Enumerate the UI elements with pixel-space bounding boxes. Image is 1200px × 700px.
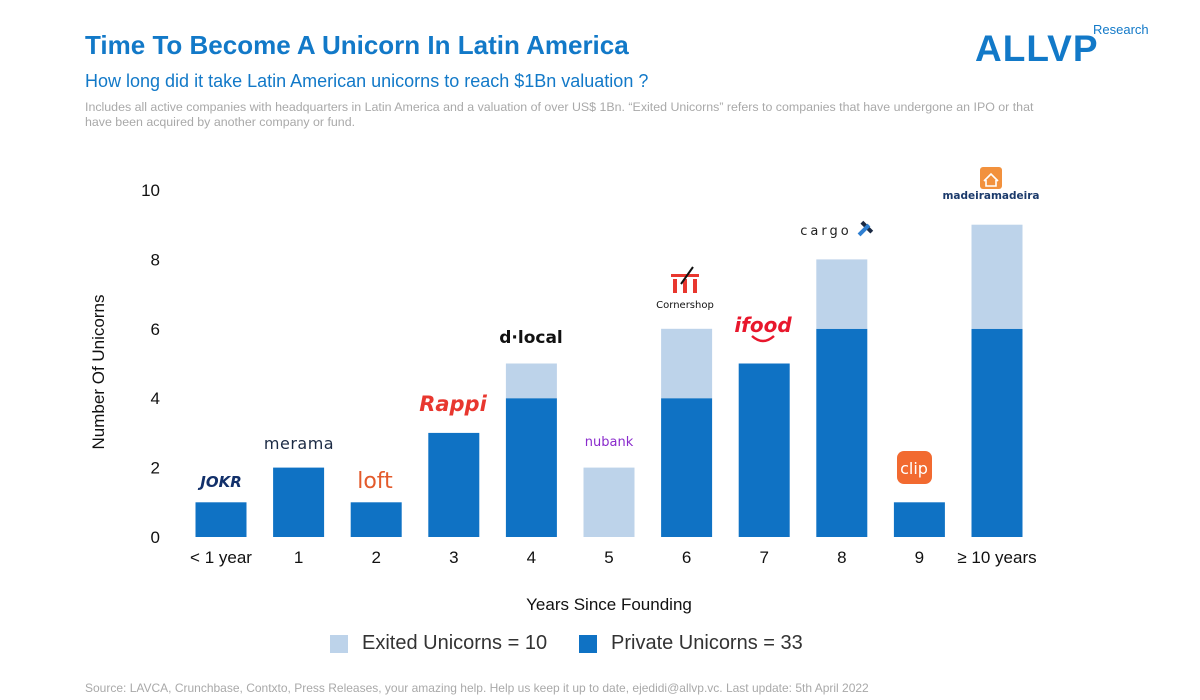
- bar-exited: [505, 363, 557, 399]
- cornershop-bar-mid: [683, 279, 687, 293]
- y-tick-label: 6: [151, 320, 160, 339]
- x-tick-label: 2: [371, 548, 380, 567]
- cargo-x-icon: [857, 220, 874, 237]
- x-tick-label: 8: [837, 548, 846, 567]
- logo-merama: merama: [264, 434, 334, 453]
- bar-private: [738, 363, 790, 537]
- x-tick-label: 4: [527, 548, 536, 567]
- bar-private: [428, 432, 480, 537]
- x-tick-label: 6: [682, 548, 691, 567]
- chart-title: Time To Become A Unicorn In Latin Americ…: [85, 30, 629, 60]
- logo-loft: loft: [357, 469, 393, 494]
- x-tick-label: 9: [915, 548, 924, 567]
- y-tick-label: 8: [151, 250, 160, 269]
- bar-private: [350, 502, 402, 537]
- y-tick-label: 0: [151, 528, 160, 547]
- bar-exited: [583, 467, 635, 537]
- x-tick-label: 1: [294, 548, 303, 567]
- bar-private: [816, 328, 868, 537]
- logo-rappi: Rappi: [419, 392, 487, 416]
- bar-private: [971, 328, 1023, 537]
- bar-exited: [816, 259, 868, 329]
- allvp-logo: ALLVP Research: [975, 22, 1165, 72]
- legend-label-private: Private Unicorns = 33: [611, 632, 803, 654]
- logo-nubank: nubank: [585, 435, 634, 450]
- bar-private: [893, 502, 945, 537]
- x-tick-label: < 1 year: [190, 548, 252, 567]
- y-tick-label: 2: [151, 459, 160, 478]
- bar-private: [195, 502, 247, 537]
- cornershop-slash: [680, 266, 694, 285]
- logo-cornershop: Cornershop: [656, 300, 714, 311]
- bar-exited: [971, 224, 1023, 329]
- x-tick-label: 3: [449, 548, 458, 567]
- legend-swatch-exited: [330, 635, 348, 653]
- madeira-house-roof: [983, 172, 999, 187]
- bar-exited: [661, 328, 713, 399]
- logo-madeiramadeira: madeiramadeira: [942, 190, 1039, 202]
- source-footnote: Source: LAVCA, Crunchbase, Contxto, Pres…: [85, 681, 869, 695]
- logo-cargo: cargo: [800, 224, 851, 239]
- y-axis-ticks: 0 2 4 6 8 10: [141, 181, 160, 547]
- chart-note: Includes all active companies with headq…: [85, 100, 1034, 129]
- legend-label-exited: Exited Unicorns = 10: [362, 632, 548, 654]
- x-tick-label: ≥ 10 years: [957, 548, 1036, 567]
- brand-name: ALLVP: [975, 28, 1099, 69]
- logo-dlocal: d·local: [499, 328, 563, 348]
- logo-clip: clip: [900, 459, 928, 478]
- x-axis-ticks: < 1 year 1 2 3 4 5 6 7 8 9 ≥ 10 years: [190, 548, 1037, 567]
- bar-private: [505, 398, 557, 537]
- clip-logo-bg: [897, 451, 932, 484]
- y-tick-label: 10: [141, 181, 160, 200]
- y-tick-label: 4: [151, 389, 160, 408]
- bars-group: [195, 224, 1023, 537]
- logo-jokr: JOKR: [197, 473, 242, 491]
- cargo-x-mark-2: [857, 223, 871, 237]
- ifood-smile: [751, 335, 775, 343]
- legend-swatch-private: [579, 635, 597, 653]
- y-axis-label: Number Of Unicorns: [89, 295, 108, 450]
- cornershop-bar-top: [671, 274, 699, 277]
- x-axis-label: Years Since Founding: [526, 595, 692, 614]
- bar-private: [273, 467, 325, 537]
- bar-private: [661, 398, 713, 537]
- brand-sub: Research: [1093, 22, 1149, 37]
- x-tick-label: 5: [604, 548, 613, 567]
- cornershop-bar-right: [693, 279, 697, 293]
- chart-subtitle: How long did it take Latin American unic…: [85, 71, 649, 91]
- cornershop-mark: [671, 266, 699, 293]
- cornershop-bar-left: [673, 279, 677, 293]
- x-tick-label: 7: [759, 548, 768, 567]
- logo-ifood: ifood: [734, 313, 792, 337]
